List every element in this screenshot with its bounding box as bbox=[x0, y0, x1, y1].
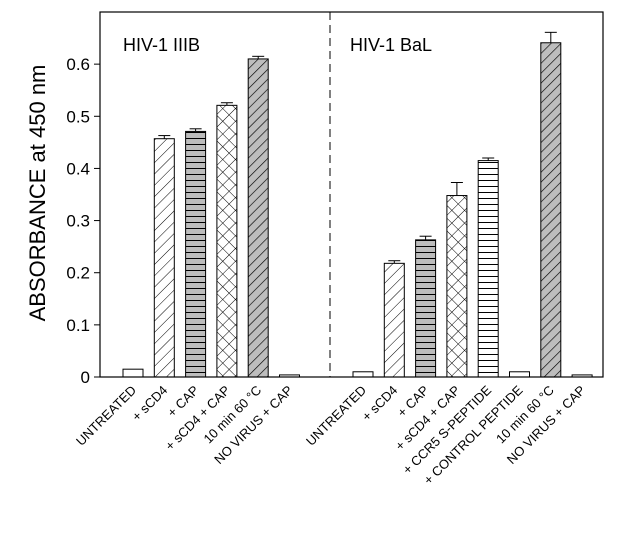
x-tick-label: UNTREATED bbox=[303, 383, 369, 449]
bar bbox=[383, 262, 405, 378]
bar bbox=[352, 371, 374, 378]
bar bbox=[247, 58, 269, 378]
x-tick-label: UNTREATED bbox=[73, 383, 139, 449]
bar bbox=[415, 239, 437, 378]
bars bbox=[122, 31, 593, 378]
bar bbox=[446, 195, 468, 378]
bar bbox=[153, 138, 175, 378]
bar bbox=[185, 130, 207, 378]
x-tick-label: + sCD4 bbox=[129, 383, 171, 425]
y-tick-label: 0.3 bbox=[66, 212, 90, 231]
y-tick-label: 0.4 bbox=[66, 159, 90, 178]
bar bbox=[122, 368, 144, 378]
y-axis: 0 0.1 0.2 0.3 0.4 0.5 0.6 bbox=[66, 55, 100, 387]
panel-label-iiib: HIV-1 IIIB bbox=[123, 35, 200, 55]
bar bbox=[540, 42, 562, 378]
plot-frame bbox=[99, 11, 604, 378]
x-tick-label: + sCD4 bbox=[359, 383, 401, 425]
bar bbox=[509, 371, 530, 378]
y-tick-label: 0.2 bbox=[66, 264, 90, 283]
bar bbox=[216, 104, 238, 378]
y-tick-label: 0.5 bbox=[66, 107, 90, 126]
y-tick-label: 0 bbox=[81, 368, 90, 387]
bar bbox=[477, 160, 499, 378]
y-axis-label: ABSORBANCE at 450 nm bbox=[25, 65, 50, 322]
panel-label-bal: HIV-1 BaL bbox=[350, 35, 432, 55]
y-tick-label: 0.1 bbox=[66, 316, 90, 335]
y-tick-label: 0.6 bbox=[66, 55, 90, 74]
